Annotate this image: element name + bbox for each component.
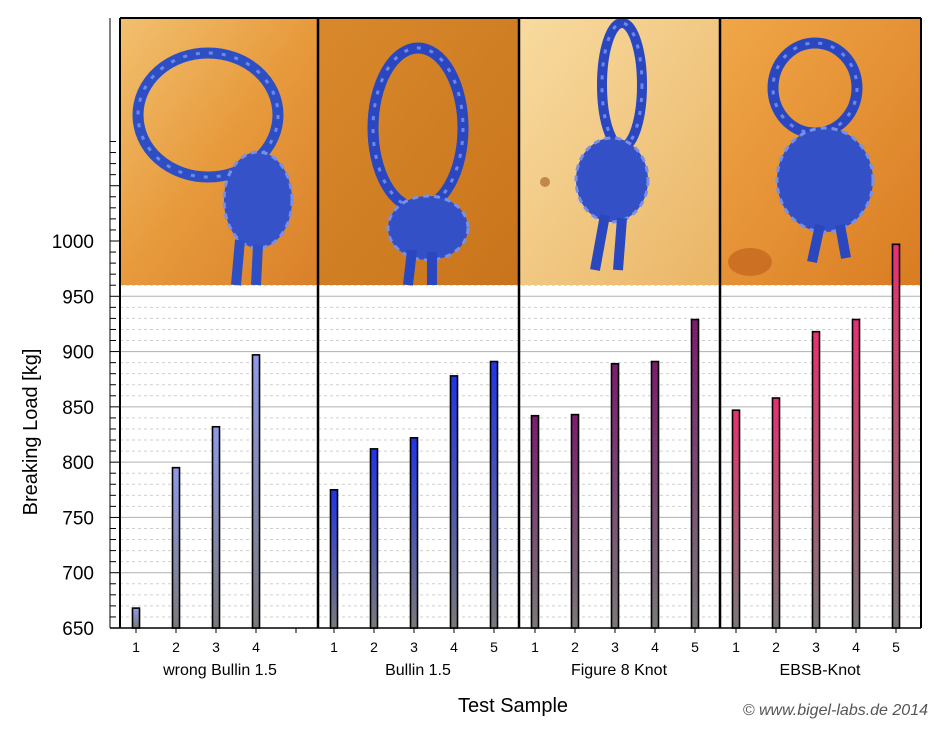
bar [811, 330, 821, 629]
bar [570, 413, 580, 629]
x-axis: 1 2 3 4 wrong Bullin 1.5 1 2 3 4 5 Bullin 1.5 1 2 3 4 5… [132, 628, 900, 679]
bar [731, 409, 741, 629]
y-tick-label: 850 [62, 398, 94, 419]
x-tick-label: 5 [490, 639, 498, 655]
x-axis-label: Test Sample [458, 695, 568, 717]
bar [171, 466, 181, 629]
x-tick-label: 3 [812, 639, 820, 655]
bar [891, 243, 901, 629]
x-tick-label: 4 [252, 639, 260, 655]
bars [131, 243, 901, 629]
x-tick-label: 3 [410, 639, 418, 655]
x-tick-label: 2 [772, 639, 780, 655]
x-tick-label: 4 [450, 639, 458, 655]
x-tick-label: 1 [531, 639, 539, 655]
bar [369, 448, 379, 629]
x-tick-label: 1 [330, 639, 338, 655]
x-tick-label: 1 [732, 639, 740, 655]
y-axis-label: Breaking Load [kg] [20, 349, 42, 516]
bullin-photo [318, 18, 519, 286]
bar [251, 354, 261, 629]
ebsb-photo [720, 18, 921, 285]
x-tick-label: 5 [892, 639, 900, 655]
x-tick-label: 4 [852, 639, 860, 655]
credit-text: © www.bigel-labs.de 2014 [742, 702, 928, 719]
knot-photos [120, 18, 921, 286]
group-label: wrong Bullin 1.5 [162, 662, 277, 679]
x-tick-label: 4 [651, 639, 659, 655]
wrong-bullin-photo [120, 18, 318, 286]
y-tick-label: 700 [62, 564, 94, 585]
bar [131, 607, 141, 629]
y-tick-label: 750 [62, 508, 94, 529]
bar [650, 360, 660, 629]
group-label: Figure 8 Knot [571, 662, 668, 679]
x-tick-label: 2 [571, 639, 579, 655]
x-tick-label: 5 [691, 639, 699, 655]
bar [851, 318, 861, 629]
x-tick-label: 1 [132, 639, 140, 655]
figure8-photo [519, 18, 720, 285]
plot-frame [109, 17, 922, 629]
bar [329, 488, 339, 629]
bar [530, 414, 540, 629]
x-tick-label: 2 [172, 639, 180, 655]
bar [690, 318, 700, 629]
x-tick-label: 3 [611, 639, 619, 655]
bar [449, 375, 459, 629]
group-label: Bullin 1.5 [385, 662, 451, 679]
bar [409, 437, 419, 629]
y-tick-label: 650 [62, 619, 94, 640]
bar [610, 362, 620, 629]
y-axis: 650 700 750 800 850 900 950 1000 [52, 140, 120, 640]
y-tick-label: 900 [62, 343, 94, 364]
x-tick-label: 3 [212, 639, 220, 655]
bar [489, 360, 499, 629]
group-label: EBSB-Knot [780, 662, 861, 679]
y-tick-label: 1000 [52, 232, 94, 253]
bar [771, 397, 781, 629]
bar [211, 425, 221, 629]
y-tick-label: 950 [62, 287, 94, 308]
y-tick-label: 800 [62, 453, 94, 474]
x-tick-label: 2 [370, 639, 378, 655]
